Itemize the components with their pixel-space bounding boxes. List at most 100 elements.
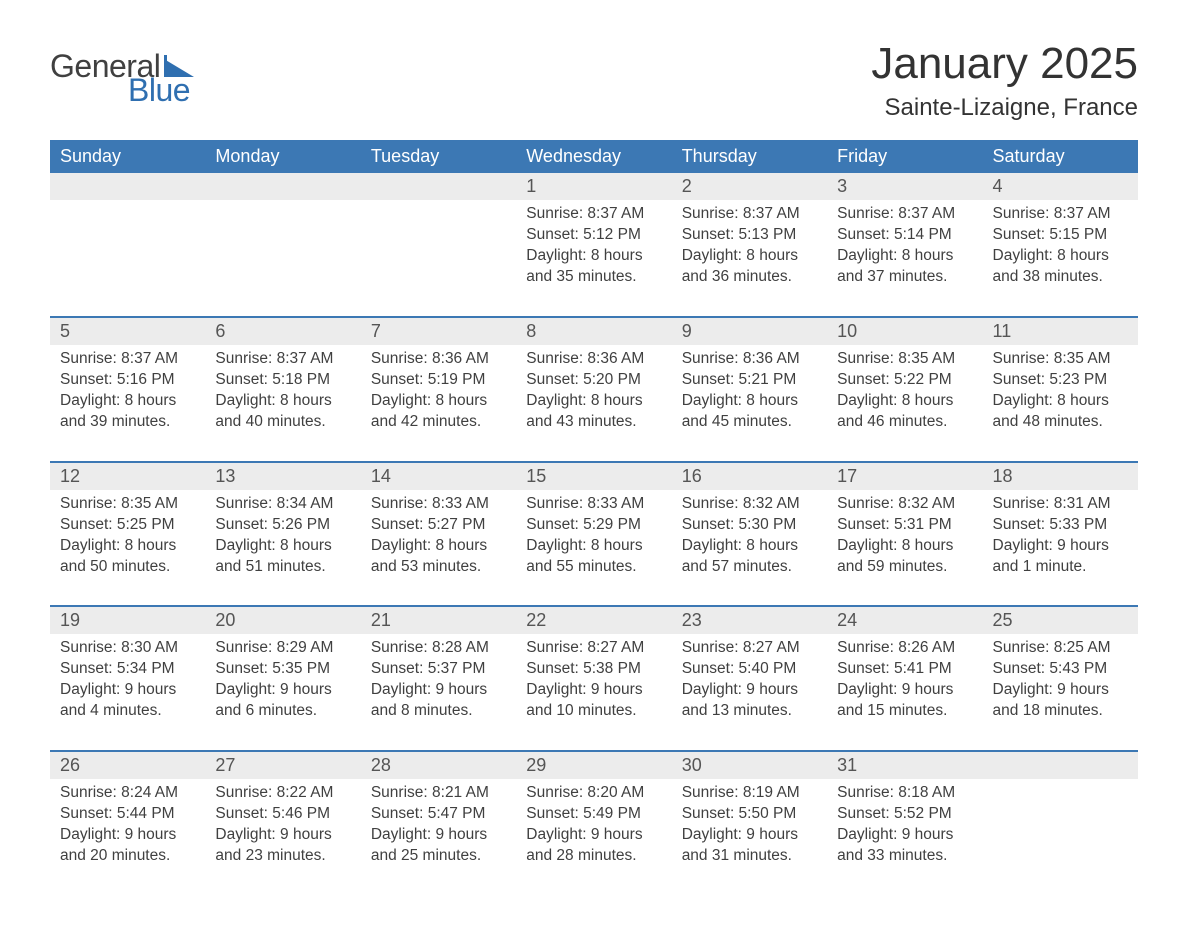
daylight-line2: and 46 minutes. [837,412,972,433]
day-data-cell: Sunrise: 8:34 AMSunset: 5:26 PMDaylight:… [205,490,360,607]
daylight-line2: and 1 minute. [993,557,1128,578]
day-data-cell: Sunrise: 8:32 AMSunset: 5:30 PMDaylight:… [672,490,827,607]
day-number-row: 19202122232425 [50,607,1138,634]
day-data-cell: Sunrise: 8:32 AMSunset: 5:31 PMDaylight:… [827,490,982,607]
daylight-line1: Daylight: 9 hours [837,680,972,701]
daylight-line1: Daylight: 9 hours [215,825,350,846]
day-data-cell: Sunrise: 8:37 AMSunset: 5:16 PMDaylight:… [50,345,205,462]
day-number-cell: 25 [983,607,1138,634]
day-number-cell: 6 [205,318,360,345]
sunrise: Sunrise: 8:26 AM [837,638,972,659]
daylight-line2: and 13 minutes. [682,701,817,722]
sunrise: Sunrise: 8:34 AM [215,494,350,515]
sunrise: Sunrise: 8:35 AM [60,494,195,515]
day-number-cell: 2 [672,173,827,200]
day-number-cell: 7 [361,318,516,345]
sunset: Sunset: 5:30 PM [682,515,817,536]
daylight-line2: and 8 minutes. [371,701,506,722]
sunrise: Sunrise: 8:25 AM [993,638,1128,659]
sunrise: Sunrise: 8:36 AM [526,349,661,370]
sunrise: Sunrise: 8:35 AM [993,349,1128,370]
sunset: Sunset: 5:46 PM [215,804,350,825]
day-data-cell: Sunrise: 8:35 AMSunset: 5:25 PMDaylight:… [50,490,205,607]
sunrise: Sunrise: 8:28 AM [371,638,506,659]
daylight-line1: Daylight: 8 hours [60,536,195,557]
day-number-row: 567891011 [50,318,1138,345]
daylight-line1: Daylight: 9 hours [682,825,817,846]
daylight-line2: and 6 minutes. [215,701,350,722]
sunset: Sunset: 5:27 PM [371,515,506,536]
month-title: January 2025 [871,40,1138,88]
day-number-cell [50,173,205,200]
daylight-line2: and 43 minutes. [526,412,661,433]
sunset: Sunset: 5:47 PM [371,804,506,825]
daylight-line2: and 37 minutes. [837,267,972,288]
day-number-row: 1234 [50,173,1138,200]
daylight-line1: Daylight: 8 hours [526,536,661,557]
daylight-line1: Daylight: 8 hours [682,246,817,267]
sunrise: Sunrise: 8:37 AM [60,349,195,370]
daylight-line1: Daylight: 8 hours [993,391,1128,412]
daylight-line2: and 25 minutes. [371,846,506,867]
day-data-row: Sunrise: 8:24 AMSunset: 5:44 PMDaylight:… [50,779,1138,895]
daylight-line2: and 23 minutes. [215,846,350,867]
daylight-line1: Daylight: 9 hours [526,825,661,846]
day-number-cell: 18 [983,463,1138,490]
daylight-line2: and 36 minutes. [682,267,817,288]
day-header: Wednesday [516,140,671,173]
day-number-cell: 24 [827,607,982,634]
sunset: Sunset: 5:20 PM [526,370,661,391]
day-data-cell: Sunrise: 8:36 AMSunset: 5:21 PMDaylight:… [672,345,827,462]
day-data-cell: Sunrise: 8:36 AMSunset: 5:20 PMDaylight:… [516,345,671,462]
daylight-line2: and 42 minutes. [371,412,506,433]
daylight-line1: Daylight: 8 hours [526,391,661,412]
sunset: Sunset: 5:50 PM [682,804,817,825]
daylight-line1: Daylight: 9 hours [993,680,1128,701]
logo: General Blue [50,40,194,106]
day-data-cell: Sunrise: 8:18 AMSunset: 5:52 PMDaylight:… [827,779,982,895]
daylight-line2: and 28 minutes. [526,846,661,867]
day-data-cell: Sunrise: 8:31 AMSunset: 5:33 PMDaylight:… [983,490,1138,607]
sunrise: Sunrise: 8:18 AM [837,783,972,804]
day-header: Monday [205,140,360,173]
daylight-line1: Daylight: 8 hours [371,536,506,557]
sunset: Sunset: 5:13 PM [682,225,817,246]
sunrise: Sunrise: 8:33 AM [526,494,661,515]
sunset: Sunset: 5:18 PM [215,370,350,391]
day-data-cell [50,200,205,317]
sunrise: Sunrise: 8:37 AM [837,204,972,225]
sunset: Sunset: 5:29 PM [526,515,661,536]
day-data-row: Sunrise: 8:37 AMSunset: 5:16 PMDaylight:… [50,345,1138,462]
sunrise: Sunrise: 8:19 AM [682,783,817,804]
daylight-line2: and 10 minutes. [526,701,661,722]
sunrise: Sunrise: 8:24 AM [60,783,195,804]
day-data-cell: Sunrise: 8:36 AMSunset: 5:19 PMDaylight:… [361,345,516,462]
sunrise: Sunrise: 8:37 AM [526,204,661,225]
daylight-line1: Daylight: 9 hours [60,825,195,846]
daylight-line1: Daylight: 9 hours [526,680,661,701]
sunset: Sunset: 5:12 PM [526,225,661,246]
day-number-cell: 29 [516,752,671,779]
daylight-line2: and 4 minutes. [60,701,195,722]
day-number-row: 262728293031 [50,752,1138,779]
day-data-cell: Sunrise: 8:27 AMSunset: 5:38 PMDaylight:… [516,634,671,751]
day-data-cell: Sunrise: 8:19 AMSunset: 5:50 PMDaylight:… [672,779,827,895]
daylight-line2: and 33 minutes. [837,846,972,867]
day-number-cell: 21 [361,607,516,634]
daylight-line1: Daylight: 9 hours [682,680,817,701]
day-number-cell [983,752,1138,779]
daylight-line2: and 39 minutes. [60,412,195,433]
daylight-line1: Daylight: 8 hours [526,246,661,267]
sunrise: Sunrise: 8:30 AM [60,638,195,659]
day-number-cell: 22 [516,607,671,634]
calendar-table: SundayMondayTuesdayWednesdayThursdayFrid… [50,140,1138,894]
day-number-cell: 5 [50,318,205,345]
daylight-line1: Daylight: 8 hours [837,391,972,412]
daylight-line2: and 20 minutes. [60,846,195,867]
day-data-cell: Sunrise: 8:33 AMSunset: 5:29 PMDaylight:… [516,490,671,607]
day-data-cell: Sunrise: 8:21 AMSunset: 5:47 PMDaylight:… [361,779,516,895]
day-data-cell [205,200,360,317]
day-header: Tuesday [361,140,516,173]
day-data-cell: Sunrise: 8:26 AMSunset: 5:41 PMDaylight:… [827,634,982,751]
calendar-header: SundayMondayTuesdayWednesdayThursdayFrid… [50,140,1138,173]
